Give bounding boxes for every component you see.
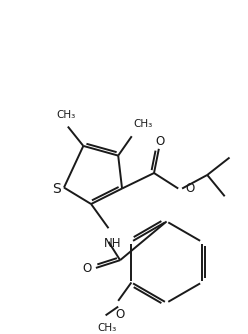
Text: O: O (116, 308, 125, 321)
Text: CH₃: CH₃ (97, 323, 116, 333)
Text: NH: NH (104, 237, 121, 250)
Text: O: O (83, 263, 92, 276)
Text: O: O (185, 182, 194, 195)
Text: CH₃: CH₃ (56, 110, 76, 120)
Text: S: S (52, 181, 61, 195)
Text: CH₃: CH₃ (134, 120, 153, 130)
Text: O: O (155, 135, 164, 148)
